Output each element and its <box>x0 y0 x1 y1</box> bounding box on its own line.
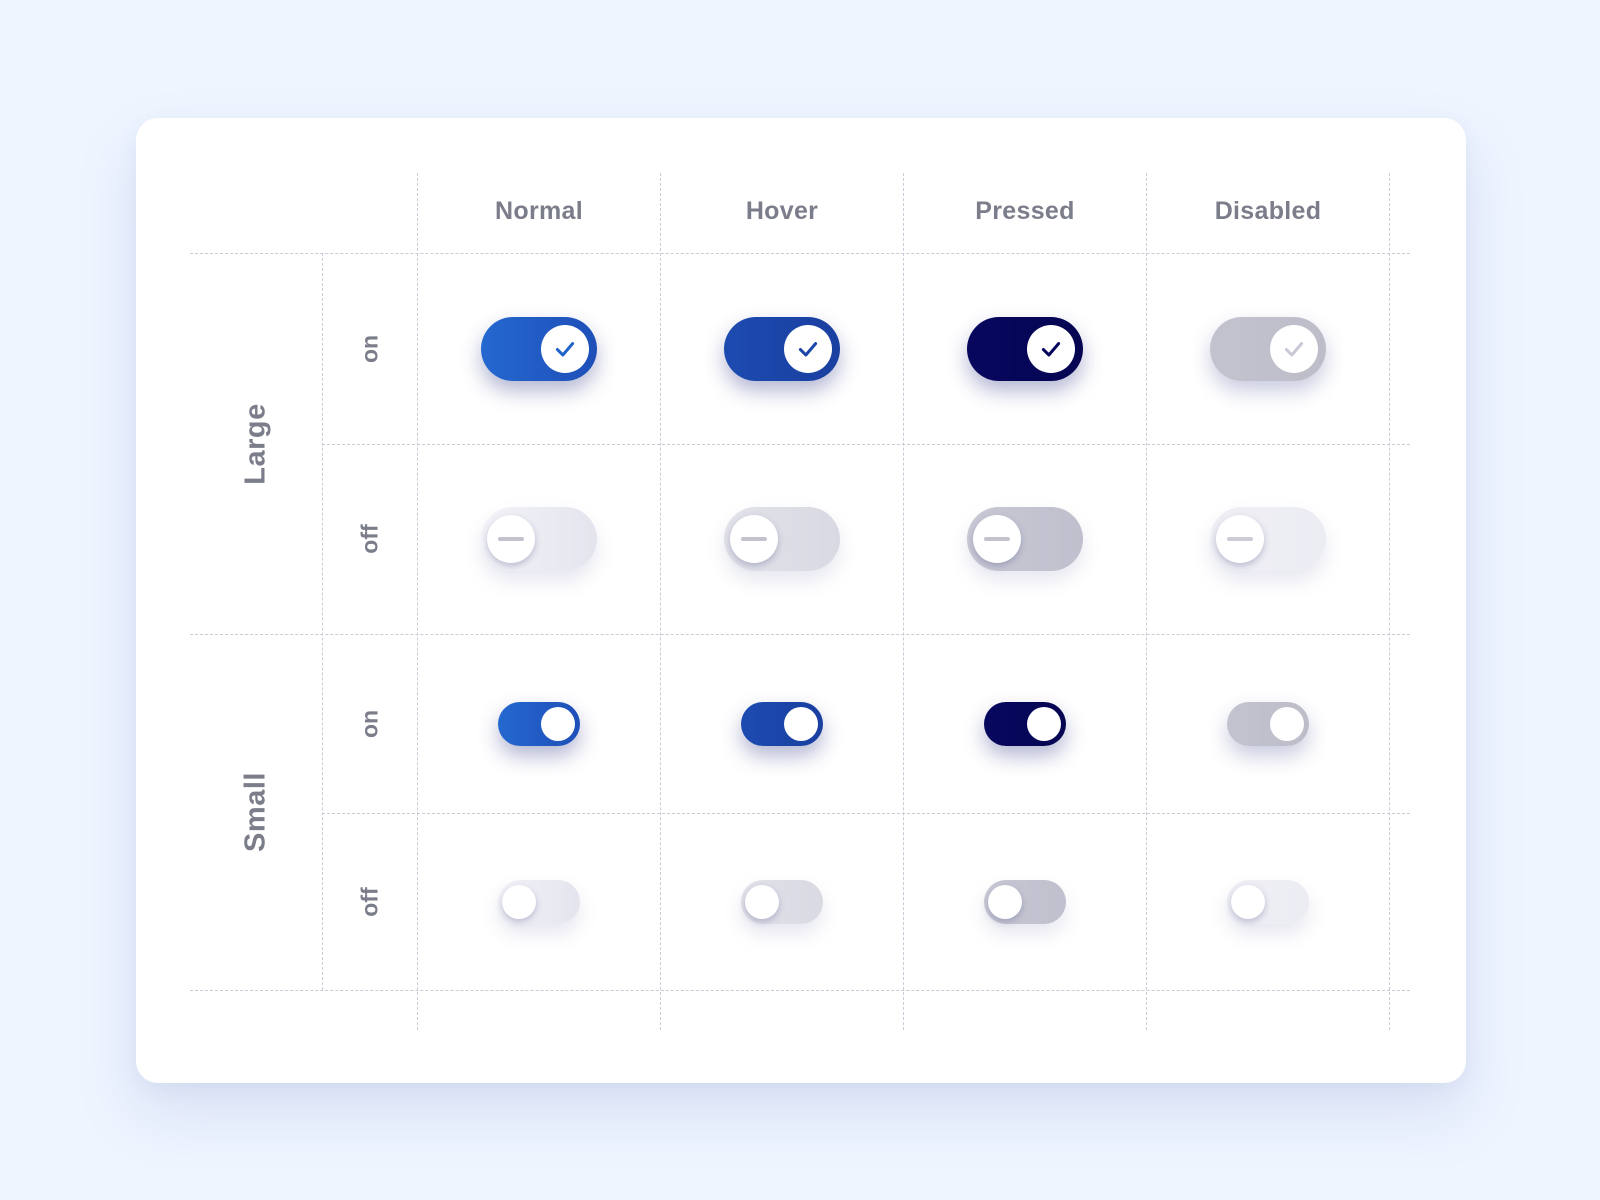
toggle-switch-small-on-hover[interactable] <box>740 701 823 746</box>
toggle-states-card <box>136 118 1466 1083</box>
toggle-knob <box>987 884 1022 919</box>
state-label-text: off <box>356 886 382 917</box>
column-header-pressed: Pressed <box>975 197 1075 225</box>
toggle-switch-small-on-disabled <box>1226 701 1309 746</box>
toggle-switch-large-off-normal[interactable] <box>480 507 597 571</box>
grid-divider-horizontal <box>322 813 1410 814</box>
group-label-text: Small <box>239 772 272 852</box>
toggle-switch-small-off-disabled <box>1226 879 1309 924</box>
column-header-hover: Hover <box>745 197 819 225</box>
minus-icon <box>740 537 767 541</box>
toggle-switch-large-on-normal[interactable] <box>480 316 597 381</box>
checkmark-icon <box>798 341 817 356</box>
grid-divider-vertical <box>903 173 904 1030</box>
state-label-text: on <box>356 334 382 363</box>
toggle-knob <box>1230 884 1265 919</box>
toggle-knob <box>729 515 778 563</box>
toggle-switch-small-off-hover[interactable] <box>740 879 823 924</box>
toggle-knob <box>501 884 536 919</box>
toggle-switch-large-off-hover[interactable] <box>723 507 840 571</box>
grid-divider-vertical <box>1146 173 1147 1030</box>
group-label-text: Large <box>239 402 272 485</box>
toggle-knob <box>1026 324 1075 373</box>
toggle-knob <box>1026 706 1061 741</box>
grid-divider-vertical <box>660 173 661 1030</box>
toggle-knob <box>783 324 832 373</box>
toggle-knob <box>540 706 575 741</box>
toggle-knob <box>540 324 589 373</box>
grid-divider-horizontal <box>190 253 1410 254</box>
state-label-text: on <box>356 709 382 738</box>
checkmark-icon <box>555 341 574 356</box>
toggle-switch-large-on-hover[interactable] <box>723 316 840 381</box>
toggle-switch-small-on-pressed[interactable] <box>983 701 1066 746</box>
toggle-switch-large-on-disabled <box>1209 316 1326 381</box>
checkmark-icon <box>1041 341 1060 356</box>
minus-icon <box>1226 537 1253 541</box>
grid-divider-vertical <box>417 173 418 1030</box>
state-label-text: off <box>356 524 382 554</box>
grid-divider-horizontal <box>190 990 1410 991</box>
toggle-switch-large-on-pressed[interactable] <box>966 316 1083 381</box>
toggle-knob <box>1269 324 1318 373</box>
minus-icon <box>983 537 1010 541</box>
toggle-knob <box>744 884 779 919</box>
grid-divider-horizontal <box>190 634 1410 635</box>
checkmark-icon <box>1284 341 1303 356</box>
column-header-disabled: Disabled <box>1214 197 1322 225</box>
toggle-knob <box>486 515 535 563</box>
grid-divider-vertical <box>322 253 323 990</box>
toggle-switch-small-on-normal[interactable] <box>497 701 580 746</box>
column-header-normal: Normal <box>495 197 583 225</box>
toggle-switch-small-off-normal[interactable] <box>497 879 580 924</box>
toggle-switch-small-off-pressed[interactable] <box>983 879 1066 924</box>
grid-divider-vertical <box>1389 173 1390 1030</box>
grid-divider-horizontal <box>322 444 1410 445</box>
toggle-switch-large-off-disabled <box>1209 507 1326 571</box>
toggle-knob <box>1215 515 1264 563</box>
toggle-switch-large-off-pressed[interactable] <box>966 507 1083 571</box>
toggle-knob <box>783 706 818 741</box>
toggle-knob <box>972 515 1021 563</box>
toggle-knob <box>1269 706 1304 741</box>
minus-icon <box>497 537 524 541</box>
